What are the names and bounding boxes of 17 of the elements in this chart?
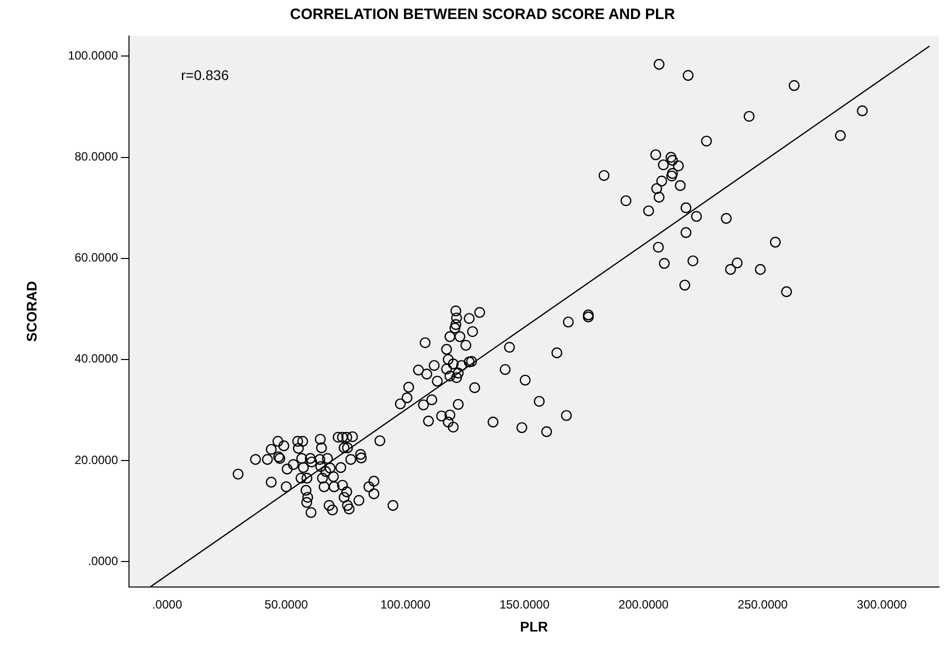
x-axis-title: PLR [520,618,548,634]
y-tick-label: 60.0000 [74,250,118,265]
x-tick-label: .0000 [152,597,182,612]
x-tick-label: 300.0000 [856,597,908,612]
y-tick-label: 80.0000 [74,150,118,164]
y-tick-label: .0000 [88,554,118,568]
y-tick-label: 20.0000 [74,452,118,467]
chart-title: CORRELATION BETWEEN SCORAD SCORE AND PLR [290,6,676,24]
y-tick-label: 100.0000 [68,48,118,63]
annotation: r=0.836 [181,66,230,83]
x-tick-label: 250.0000 [738,597,788,612]
x-tick-label: 100.0000 [380,597,431,612]
y-axis-title: SCORAD [23,281,40,342]
x-tick-label: 200.0000 [618,597,669,612]
x-tick-label: 50.0000 [264,597,308,612]
x-tick-label: 150.0000 [499,597,550,612]
y-tick-label: 40.0000 [74,352,118,366]
